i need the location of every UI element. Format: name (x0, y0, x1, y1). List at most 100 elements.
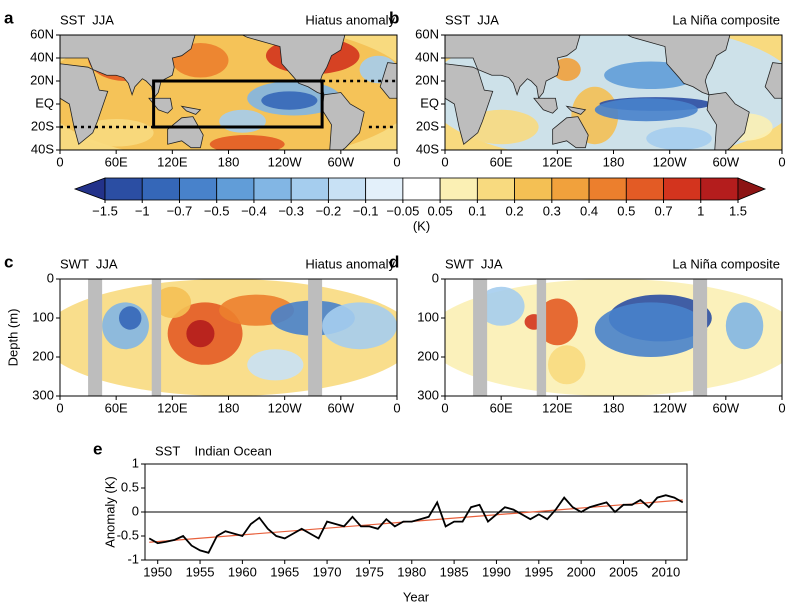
y-tick-label: 20N (415, 72, 439, 87)
y-tick-label: -1 (127, 551, 139, 566)
x-tick-label: 60E (490, 400, 513, 415)
x-tick-label: 60W (327, 400, 354, 415)
field-blob (186, 319, 215, 348)
land (533, 97, 558, 114)
x-tick-label: 60W (327, 154, 354, 169)
colorbar-box (104, 177, 143, 201)
colorbar-box (663, 177, 702, 201)
y-tick-label: -0.5 (117, 527, 139, 542)
colorbar-label: 1 (697, 203, 704, 218)
land (565, 105, 587, 115)
colorbar-label: −0.5 (204, 203, 230, 218)
field-blob (261, 91, 318, 110)
x-axis-label: Year (403, 589, 430, 604)
field (445, 35, 782, 150)
field-blob (153, 286, 192, 318)
x-tick-label: 60W (712, 154, 739, 169)
y-axis-label: Anomaly (K) (102, 476, 117, 548)
panel-title: SWT JJA (60, 256, 118, 271)
colorbar-box (328, 177, 367, 201)
colorbar-end (73, 177, 106, 201)
land (764, 62, 782, 99)
y-tick-label: 40N (30, 49, 54, 64)
y-tick-label: EQ (420, 95, 439, 110)
field (445, 279, 782, 396)
x-tick-label: 1975 (355, 564, 384, 579)
field-blob (594, 302, 708, 358)
colorbar-label: 0.05 (427, 203, 452, 218)
field-blob (536, 298, 578, 346)
y-axis-label: Depth (m) (5, 309, 20, 367)
colorbar-label: 0.1 (468, 203, 486, 218)
land-bar (473, 279, 488, 396)
field-blob (209, 135, 285, 150)
colorbar-box (514, 177, 553, 201)
x-tick-label: 1995 (524, 564, 553, 579)
colorbar-end (737, 177, 767, 201)
y-tick-label: 20N (30, 72, 54, 87)
x-tick-label: 1985 (440, 564, 469, 579)
land (552, 116, 589, 149)
y-tick-label: 60N (415, 26, 439, 41)
panel-letter: c (4, 252, 13, 271)
colorbar-box (253, 177, 292, 201)
colorbar-label: 0.4 (580, 203, 598, 218)
field (60, 35, 397, 150)
land (445, 35, 581, 100)
colorbar-box (700, 177, 739, 201)
x-tick-label: 1960 (228, 564, 257, 579)
x-tick-label: 60E (105, 400, 128, 415)
land-bar (151, 279, 162, 396)
panel-letter: a (4, 8, 14, 27)
land (321, 92, 365, 150)
land (445, 63, 494, 145)
colorbar-box (216, 177, 255, 201)
x-tick-label: 0 (56, 400, 63, 415)
panel-title: SST JJA (445, 12, 499, 27)
y-tick-label: 0 (432, 270, 439, 285)
y-tick-label: 200 (32, 348, 54, 363)
x-tick-label: 120E (542, 400, 573, 415)
colorbar-label: 1.5 (729, 203, 747, 218)
land (167, 116, 204, 149)
land (379, 62, 397, 99)
colorbar-label: −0.4 (241, 203, 267, 218)
y-tick-label: 300 (417, 387, 439, 402)
panel-subtitle: Hiatus anomaly (305, 256, 395, 271)
colorbar-box (439, 177, 478, 201)
land-bar (536, 279, 547, 396)
x-tick-label: 0 (441, 400, 448, 415)
field-blob (247, 349, 304, 381)
colorbar-box (476, 177, 515, 201)
x-tick-label: 1990 (482, 564, 511, 579)
panel-subtitle: La Niña composite (672, 256, 780, 271)
x-tick-label: 1950 (143, 564, 172, 579)
colorbar-box (588, 177, 627, 201)
colorbar-label: −0.3 (278, 203, 304, 218)
panel-letter: b (389, 8, 399, 27)
x-tick-label: 0 (778, 400, 785, 415)
y-tick-label: 0 (47, 270, 54, 285)
colorbar-label: 0.7 (654, 203, 672, 218)
panel-subtitle: Hiatus anomaly (305, 12, 395, 27)
colorbar-label: 0.2 (506, 203, 524, 218)
x-tick-label: 0 (441, 154, 448, 169)
field-blob (547, 345, 586, 385)
series-line (148, 494, 684, 554)
y-tick-label: 20S (31, 118, 54, 133)
region-box (152, 79, 324, 129)
x-tick-label: 120E (542, 154, 573, 169)
x-tick-label: 0 (56, 154, 63, 169)
land (180, 105, 202, 115)
colorbar-label: −0.2 (316, 203, 342, 218)
field-blob (594, 98, 698, 122)
colorbar-box (179, 177, 218, 201)
colorbar-label: −0.05 (386, 203, 419, 218)
x-tick-label: 120W (653, 400, 688, 415)
x-tick-label: 180 (218, 400, 240, 415)
y-tick-label: 0.5 (121, 479, 139, 494)
colorbar-box (402, 177, 441, 201)
x-tick-label: 1955 (186, 564, 215, 579)
y-tick-label: 60N (30, 26, 54, 41)
